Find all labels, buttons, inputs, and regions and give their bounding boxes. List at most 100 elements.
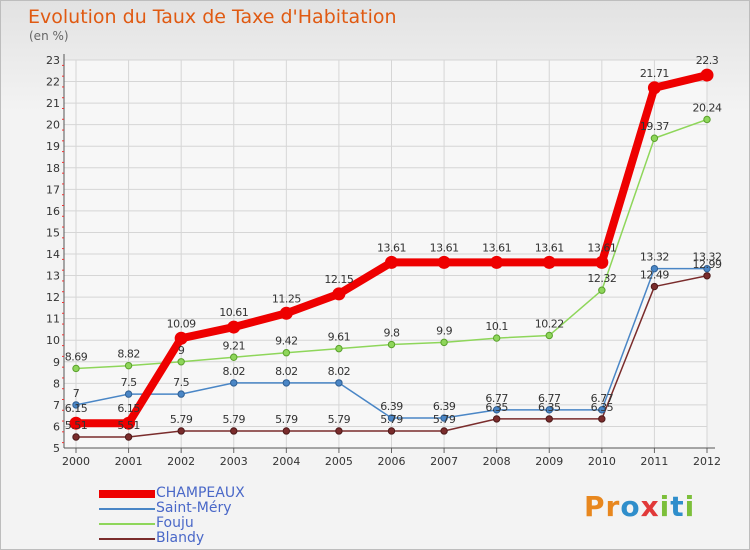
data-label-blandy: 5.51 — [117, 419, 140, 432]
data-point-champeaux[interactable] — [647, 81, 661, 95]
data-label-champeaux: 10.61 — [219, 306, 248, 319]
data-point-blandy[interactable] — [598, 415, 606, 423]
data-point-saint-mery[interactable] — [230, 379, 238, 387]
y-tick-label: 22 — [46, 76, 60, 89]
data-point-fouju[interactable] — [72, 364, 80, 373]
data-point-saint-mery[interactable] — [124, 390, 133, 398]
data-point-champeaux[interactable] — [69, 416, 83, 430]
y-tick-label: 13 — [46, 270, 60, 283]
data-point-blandy[interactable] — [282, 427, 291, 435]
data-point-fouju[interactable] — [335, 344, 343, 353]
y-tick-label: 12 — [46, 291, 60, 304]
data-point-fouju[interactable] — [703, 115, 711, 124]
data-point-saint-mery[interactable] — [545, 406, 553, 414]
y-tick-label: 9 — [53, 356, 60, 369]
proxiti-logo: Proxiti — [584, 490, 695, 523]
data-label-fouju: 10.22 — [535, 317, 564, 330]
data-label-blandy: 5.51 — [65, 419, 88, 432]
data-point-fouju[interactable] — [177, 358, 185, 366]
logo-letter: x — [640, 490, 660, 523]
data-point-blandy[interactable] — [335, 427, 343, 435]
data-label-champeaux: 22.3 — [696, 54, 719, 67]
data-point-saint-mery[interactable] — [440, 414, 448, 422]
data-label-champeaux: 13.61 — [535, 241, 564, 254]
data-point-champeaux[interactable] — [279, 306, 293, 320]
data-label-champeaux: 6.15 — [117, 402, 140, 415]
data-point-saint-mery[interactable] — [282, 379, 291, 387]
data-label-fouju: 9.21 — [223, 339, 246, 352]
data-point-champeaux[interactable] — [122, 416, 136, 430]
data-point-saint-mery[interactable] — [335, 379, 343, 387]
data-label-saint-mery: 6.77 — [591, 392, 614, 405]
data-label-blandy: 6.35 — [485, 401, 508, 414]
data-point-champeaux[interactable] — [437, 255, 451, 269]
data-point-fouju[interactable] — [282, 349, 291, 357]
logo-letter: t — [670, 490, 685, 523]
x-tick-label: 2000 — [62, 455, 90, 468]
y-tick-label: 15 — [46, 226, 60, 239]
data-point-saint-mery[interactable] — [598, 406, 606, 414]
data-point-fouju[interactable] — [230, 353, 238, 361]
data-point-fouju[interactable] — [650, 134, 659, 142]
data-label-saint-mery: 8.02 — [328, 365, 351, 378]
data-label-blandy: 5.79 — [328, 413, 351, 426]
data-point-blandy[interactable] — [124, 433, 133, 441]
data-label-blandy: 5.79 — [433, 413, 456, 426]
data-label-fouju: 9.9 — [436, 324, 452, 337]
data-point-champeaux[interactable] — [332, 287, 346, 301]
y-tick-label: 6 — [53, 420, 60, 433]
data-point-blandy[interactable] — [177, 427, 185, 435]
data-point-champeaux[interactable] — [174, 331, 188, 345]
data-point-champeaux[interactable] — [542, 255, 556, 269]
data-point-champeaux[interactable] — [385, 255, 398, 269]
data-label-champeaux: 21.71 — [640, 67, 669, 80]
data-point-champeaux[interactable] — [700, 68, 714, 82]
data-point-blandy[interactable] — [72, 433, 80, 441]
data-point-blandy[interactable] — [230, 427, 238, 435]
data-point-blandy[interactable] — [650, 282, 659, 291]
data-point-fouju[interactable] — [440, 338, 448, 347]
data-point-fouju[interactable] — [387, 340, 396, 349]
data-label-fouju: 8.82 — [117, 348, 140, 361]
data-label-fouju: 20.24 — [693, 101, 722, 114]
data-point-saint-mery[interactable] — [177, 390, 185, 398]
data-label-champeaux: 13.61 — [587, 241, 616, 254]
x-tick-label: 2002 — [167, 455, 195, 468]
data-point-fouju[interactable] — [545, 331, 553, 340]
data-point-blandy[interactable] — [440, 427, 448, 435]
x-tick-label: 2009 — [535, 455, 563, 468]
data-point-champeaux[interactable] — [595, 255, 609, 269]
data-label-fouju: 12.32 — [587, 272, 616, 285]
data-point-blandy[interactable] — [545, 415, 553, 423]
data-point-fouju[interactable] — [492, 334, 501, 342]
data-point-champeaux[interactable] — [227, 320, 241, 334]
logo-letter: P — [584, 490, 606, 523]
x-tick-label: 2006 — [378, 455, 406, 468]
data-point-saint-mery[interactable] — [650, 264, 659, 273]
data-label-champeaux: 13.61 — [430, 241, 459, 254]
legend-swatch-saint-mery — [99, 508, 155, 510]
y-tick-label: 16 — [46, 205, 60, 218]
data-label-saint-mery: 6.77 — [538, 392, 561, 405]
data-point-saint-mery[interactable] — [72, 401, 80, 409]
data-point-fouju[interactable] — [598, 286, 606, 294]
data-point-blandy[interactable] — [387, 427, 396, 435]
data-point-blandy[interactable] — [703, 272, 711, 280]
logo-letter: r — [605, 490, 621, 523]
data-point-saint-mery[interactable] — [492, 406, 501, 414]
data-point-saint-mery[interactable] — [703, 264, 711, 273]
data-label-champeaux: 13.61 — [482, 241, 511, 254]
y-tick-label: 14 — [46, 248, 60, 261]
data-label-fouju: 9.42 — [275, 335, 298, 348]
legend-label-champeaux: CHAMPEAUX — [156, 485, 245, 501]
x-tick-label: 2012 — [693, 455, 721, 468]
data-point-fouju[interactable] — [124, 361, 133, 370]
data-label-fouju: 8.69 — [65, 350, 88, 363]
logo-letter: i — [684, 490, 696, 523]
x-tick-label: 2010 — [588, 455, 616, 468]
y-tick-label: 8 — [53, 377, 60, 390]
data-point-champeaux[interactable] — [490, 255, 504, 269]
legend-label-saint-mery: Saint-Méry — [156, 500, 232, 516]
data-point-blandy[interactable] — [492, 415, 501, 423]
data-point-saint-mery[interactable] — [387, 414, 396, 422]
